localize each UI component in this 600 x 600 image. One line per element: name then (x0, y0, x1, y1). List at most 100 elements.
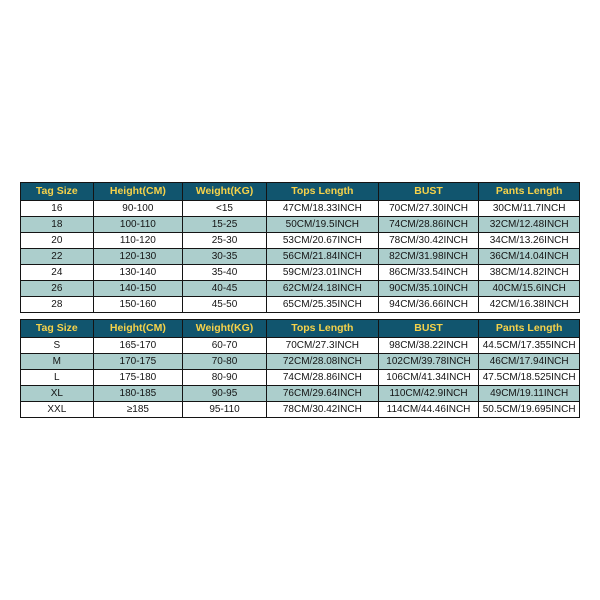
cell: 46CM/17.94INCH (479, 354, 580, 370)
cell: 22 (21, 249, 94, 265)
cell: 28 (21, 297, 94, 313)
cell: 100-110 (93, 217, 182, 233)
cell: 165-170 (93, 338, 182, 354)
table-row: XXL ≥185 95-110 78CM/30.42INCH 114CM/44.… (21, 402, 580, 418)
cell: 59CM/23.01INCH (266, 265, 378, 281)
cell: 25-30 (183, 233, 267, 249)
cell: 15-25 (183, 217, 267, 233)
col-tag-size: Tag Size (21, 320, 94, 338)
col-weight: Weight(KG) (183, 183, 267, 201)
cell: 56CM/21.84INCH (266, 249, 378, 265)
cell: 40-45 (183, 281, 267, 297)
col-height: Height(CM) (93, 183, 182, 201)
cell: 44.5CM/17.355INCH (479, 338, 580, 354)
cell: 140-150 (93, 281, 182, 297)
col-tag-size: Tag Size (21, 183, 94, 201)
cell: 70CM/27.3INCH (266, 338, 378, 354)
size-chart-wrapper: Tag Size Height(CM) Weight(KG) Tops Leng… (20, 182, 580, 418)
cell: 34CM/13.26INCH (479, 233, 580, 249)
cell: 70CM/27.30INCH (378, 201, 479, 217)
cell: 82CM/31.98INCH (378, 249, 479, 265)
cell: 62CM/24.18INCH (266, 281, 378, 297)
cell: 42CM/16.38INCH (479, 297, 580, 313)
cell: 114CM/44.46INCH (378, 402, 479, 418)
cell: 40CM/15.6INCH (479, 281, 580, 297)
cell: 90-95 (183, 386, 267, 402)
cell: 50.5CM/19.695INCH (479, 402, 580, 418)
col-tops-length: Tops Length (266, 320, 378, 338)
table-row: 18 100-110 15-25 50CM/19.5INCH 74CM/28.8… (21, 217, 580, 233)
cell: XL (21, 386, 94, 402)
cell: 65CM/25.35INCH (266, 297, 378, 313)
kids-size-table: Tag Size Height(CM) Weight(KG) Tops Leng… (20, 182, 580, 313)
adult-size-table: Tag Size Height(CM) Weight(KG) Tops Leng… (20, 319, 580, 418)
col-bust: BUST (378, 320, 479, 338)
table-header: Tag Size Height(CM) Weight(KG) Tops Leng… (21, 183, 580, 201)
cell: 26 (21, 281, 94, 297)
cell: 24 (21, 265, 94, 281)
cell: 30CM/11.7INCH (479, 201, 580, 217)
table-row: S 165-170 60-70 70CM/27.3INCH 98CM/38.22… (21, 338, 580, 354)
cell: 16 (21, 201, 94, 217)
cell: 35-40 (183, 265, 267, 281)
table-row: XL 180-185 90-95 76CM/29.64INCH 110CM/42… (21, 386, 580, 402)
cell: 53CM/20.67INCH (266, 233, 378, 249)
cell: 76CM/29.64INCH (266, 386, 378, 402)
cell: 74CM/28.86INCH (266, 370, 378, 386)
col-weight: Weight(KG) (183, 320, 267, 338)
cell: S (21, 338, 94, 354)
table-row: 22 120-130 30-35 56CM/21.84INCH 82CM/31.… (21, 249, 580, 265)
cell: 102CM/39.78INCH (378, 354, 479, 370)
cell: 60-70 (183, 338, 267, 354)
cell: 180-185 (93, 386, 182, 402)
cell: 90CM/35.10INCH (378, 281, 479, 297)
cell: 86CM/33.54INCH (378, 265, 479, 281)
table-row: 20 110-120 25-30 53CM/20.67INCH 78CM/30.… (21, 233, 580, 249)
cell: 20 (21, 233, 94, 249)
table-row: M 170-175 70-80 72CM/28.08INCH 102CM/39.… (21, 354, 580, 370)
cell: 74CM/28.86INCH (378, 217, 479, 233)
cell: 47.5CM/18.525INCH (479, 370, 580, 386)
cell: 80-90 (183, 370, 267, 386)
cell: 110CM/42.9INCH (378, 386, 479, 402)
cell: 98CM/38.22INCH (378, 338, 479, 354)
cell: 72CM/28.08INCH (266, 354, 378, 370)
table-row: 16 90-100 <15 47CM/18.33INCH 70CM/27.30I… (21, 201, 580, 217)
cell: 70-80 (183, 354, 267, 370)
table-header: Tag Size Height(CM) Weight(KG) Tops Leng… (21, 320, 580, 338)
cell: 95-110 (183, 402, 267, 418)
cell: 78CM/30.42INCH (378, 233, 479, 249)
cell: 30-35 (183, 249, 267, 265)
cell: 49CM/19.11INCH (479, 386, 580, 402)
cell: 120-130 (93, 249, 182, 265)
cell: 106CM/41.34INCH (378, 370, 479, 386)
cell: 170-175 (93, 354, 182, 370)
table-row: 26 140-150 40-45 62CM/24.18INCH 90CM/35.… (21, 281, 580, 297)
cell: L (21, 370, 94, 386)
cell: 175-180 (93, 370, 182, 386)
table-row: 28 150-160 45-50 65CM/25.35INCH 94CM/36.… (21, 297, 580, 313)
cell: 45-50 (183, 297, 267, 313)
cell: 38CM/14.82INCH (479, 265, 580, 281)
cell: M (21, 354, 94, 370)
cell: ≥185 (93, 402, 182, 418)
cell: 90-100 (93, 201, 182, 217)
col-pants-length: Pants Length (479, 320, 580, 338)
col-tops-length: Tops Length (266, 183, 378, 201)
cell: XXL (21, 402, 94, 418)
cell: 36CM/14.04INCH (479, 249, 580, 265)
col-pants-length: Pants Length (479, 183, 580, 201)
cell: 50CM/19.5INCH (266, 217, 378, 233)
cell: 18 (21, 217, 94, 233)
cell: 47CM/18.33INCH (266, 201, 378, 217)
cell: 110-120 (93, 233, 182, 249)
table-row: 24 130-140 35-40 59CM/23.01INCH 86CM/33.… (21, 265, 580, 281)
cell: 78CM/30.42INCH (266, 402, 378, 418)
cell: 32CM/12.48INCH (479, 217, 580, 233)
cell: 150-160 (93, 297, 182, 313)
cell: 94CM/36.66INCH (378, 297, 479, 313)
table-row: L 175-180 80-90 74CM/28.86INCH 106CM/41.… (21, 370, 580, 386)
cell: 130-140 (93, 265, 182, 281)
cell: <15 (183, 201, 267, 217)
col-bust: BUST (378, 183, 479, 201)
